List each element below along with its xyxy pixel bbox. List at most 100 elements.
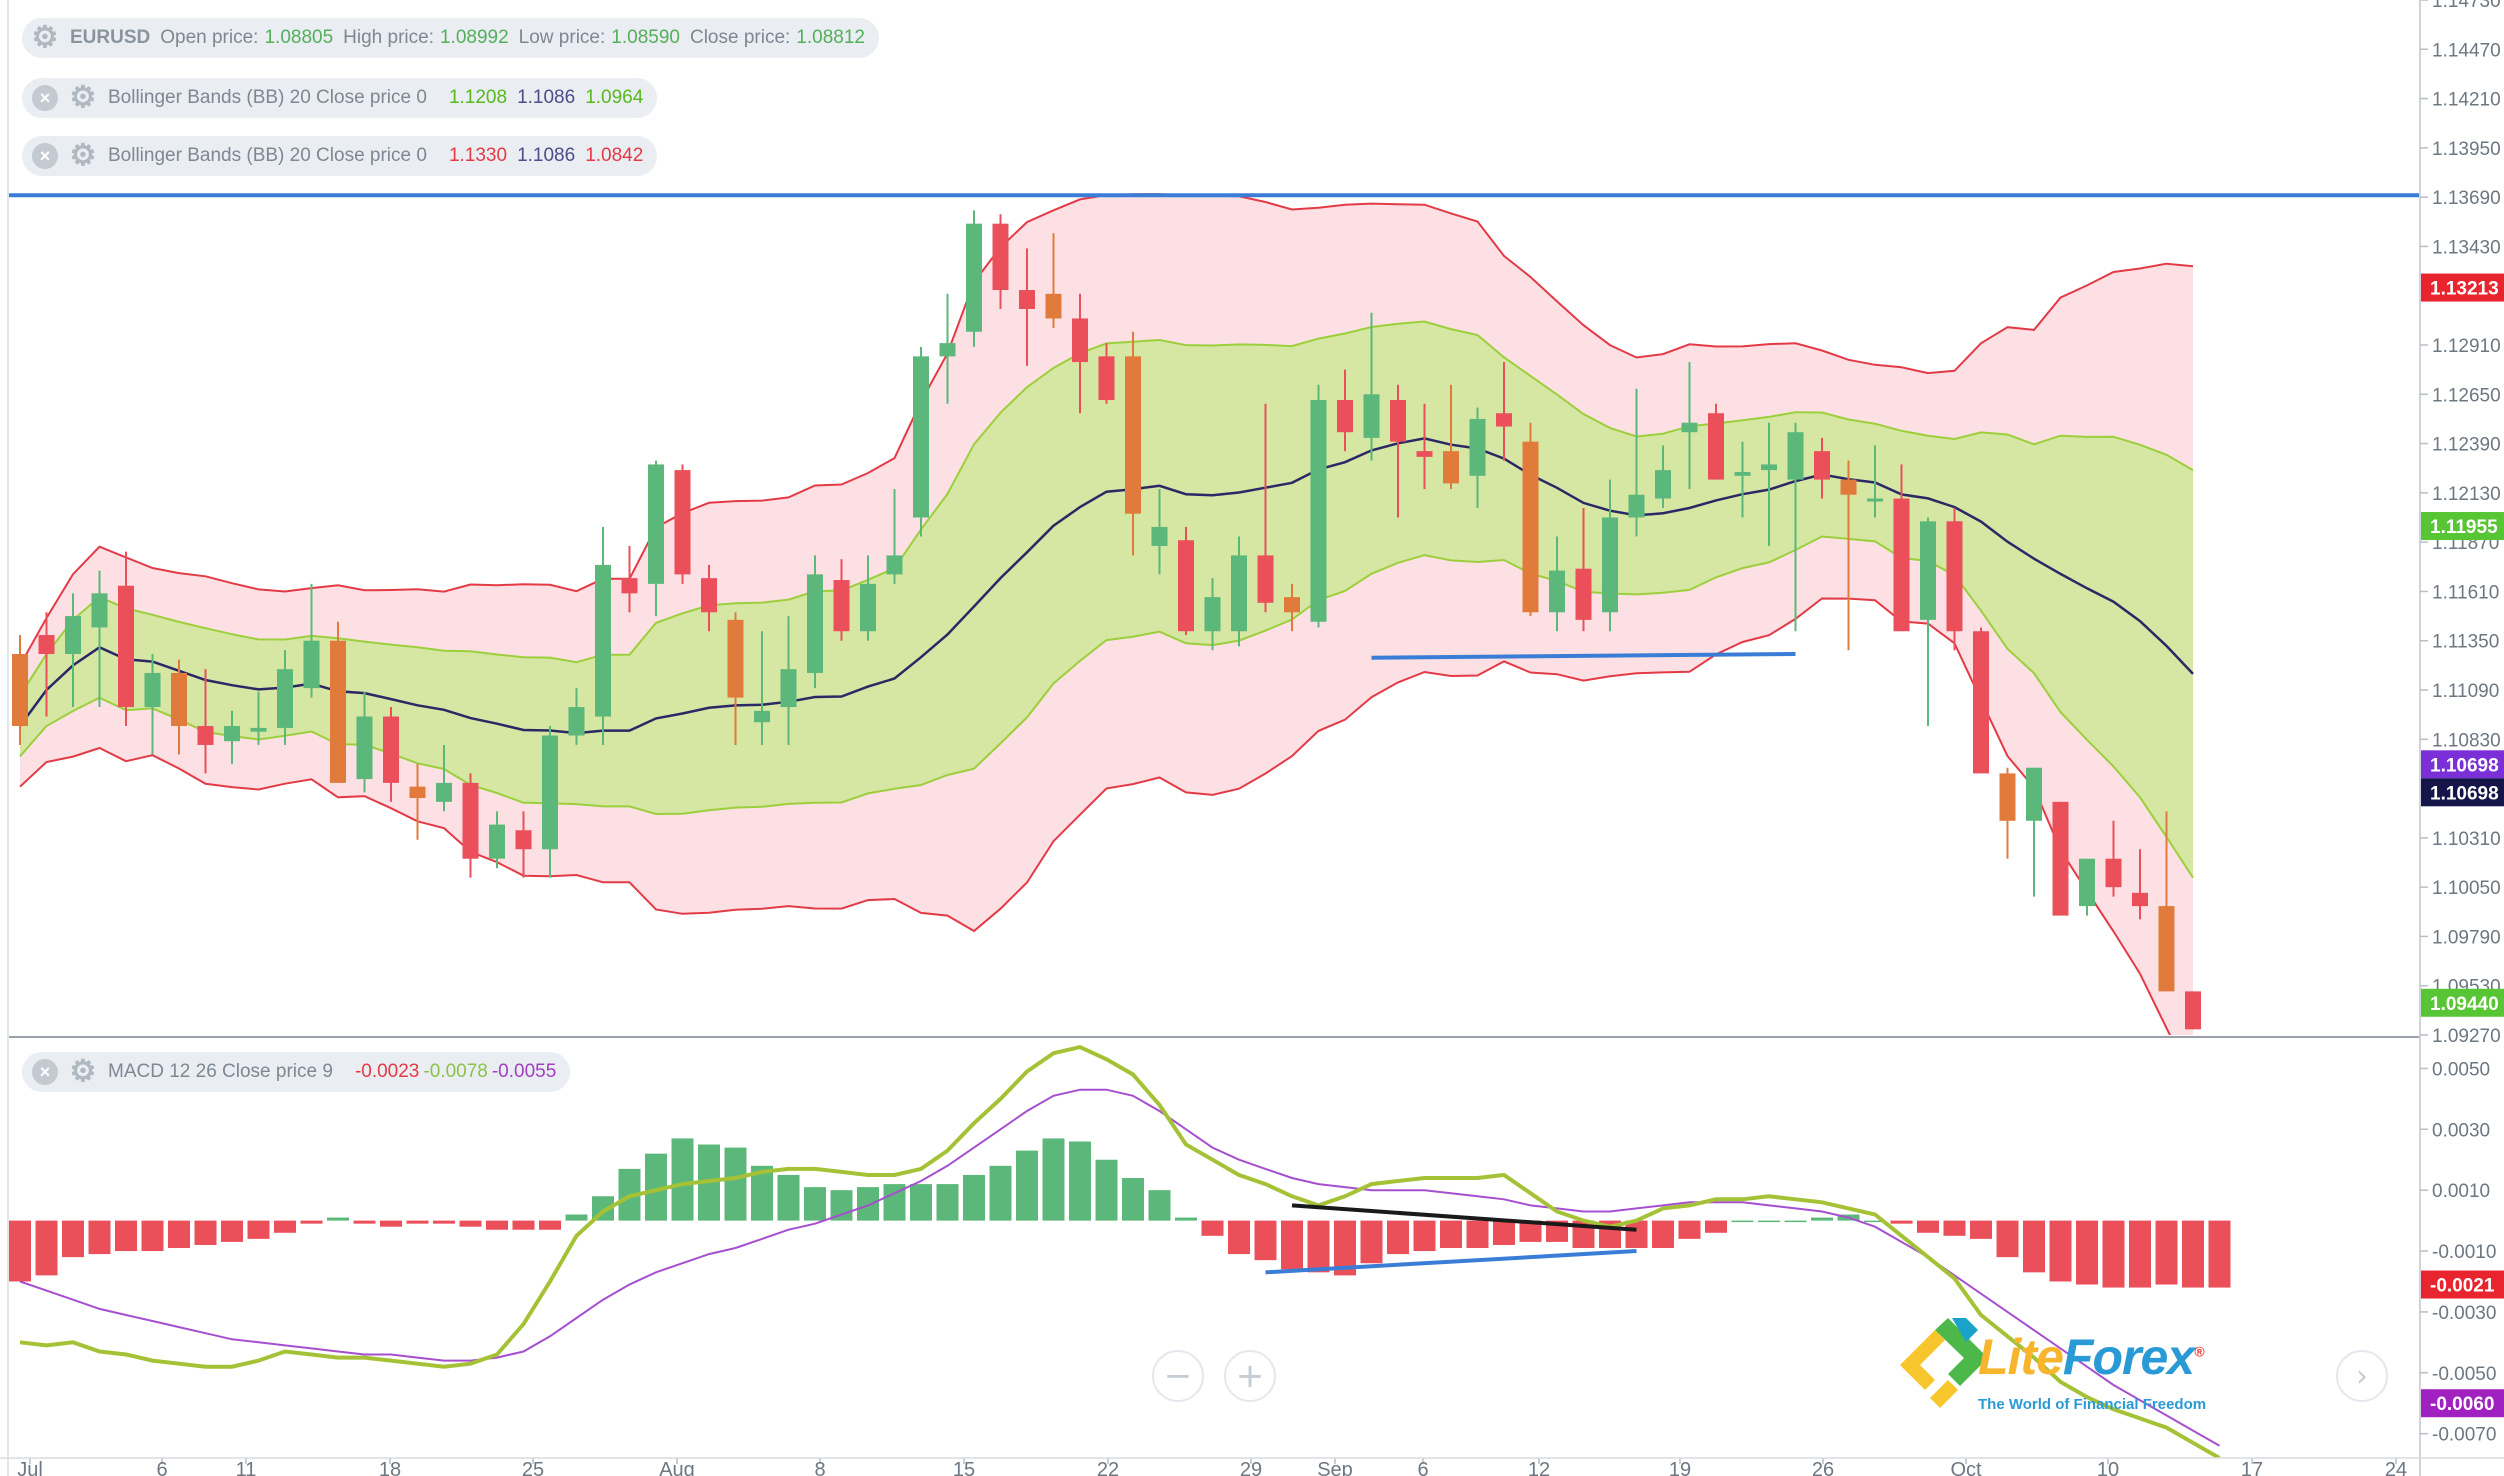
candle-body: [356, 716, 373, 780]
x-axis-label: 25: [522, 1459, 544, 1476]
macd-histogram-bar: [1440, 1220, 1462, 1248]
macd-legend: × ⚙ MACD 12 26 Close price 9 -0.0023 -0.…: [22, 1052, 571, 1092]
candle-body: [1681, 422, 1698, 433]
candle-body: [1019, 290, 1035, 309]
macd-histogram-bar: [1625, 1220, 1648, 1248]
candle-body: [1204, 597, 1221, 632]
candle-body: [1045, 293, 1062, 319]
high-label: High price:: [343, 27, 434, 48]
scroll-right-button[interactable]: ›: [2336, 1350, 2388, 1402]
x-axis-label: 10: [2097, 1459, 2119, 1476]
x-axis-label: 22: [1097, 1459, 1119, 1476]
macd-histogram-bar: [327, 1217, 349, 1221]
macd-histogram-bar: [565, 1214, 588, 1221]
candle-body: [65, 616, 81, 654]
macd-histogram-bar: [1731, 1220, 1754, 1223]
candle-body: [38, 635, 55, 654]
zoom-out-button[interactable]: −: [1152, 1350, 1204, 1402]
bb-legend-outer: × ⚙ Bollinger Bands (BB) 20 Close price …: [22, 136, 658, 176]
candle-body: [277, 669, 293, 728]
open-label: Open price:: [160, 27, 259, 48]
macd-histogram-bar: [221, 1220, 243, 1242]
x-axis-label: 8: [814, 1459, 825, 1476]
gear-icon[interactable]: ⚙: [69, 81, 97, 114]
close-icon[interactable]: ×: [32, 143, 58, 169]
macd-histogram-bar: [1705, 1220, 1727, 1233]
macd-histogram-bar: [406, 1220, 429, 1224]
macd-histogram-bar: [35, 1220, 58, 1276]
bb-outer-label: Bollinger Bands (BB) 20 Close price 0: [108, 145, 427, 166]
candle-body: [1946, 521, 1963, 632]
candle-body: [1549, 570, 1565, 613]
y-axis-label: 1.10310: [2432, 829, 2501, 850]
candle-body: [568, 707, 585, 736]
y-axis-label: 1.10050: [2432, 878, 2501, 899]
macd-histogram-bar: [1228, 1220, 1250, 1255]
macd-histogram-bar: [1201, 1220, 1224, 1236]
x-axis-label: 29: [1240, 1459, 1262, 1476]
y-axis-label: 1.11090: [2432, 681, 2499, 702]
x-axis-label: 6: [1417, 1459, 1428, 1476]
macd-histogram-bar: [1069, 1141, 1091, 1221]
macd-histogram-bar: [1307, 1220, 1330, 1273]
macd-y-axis-label: -0.0010: [2432, 1242, 2496, 1263]
close-value: 1.08812: [796, 27, 865, 48]
candle-body: [409, 786, 426, 799]
macd-histogram-bar: [300, 1220, 323, 1224]
macd-plot: [9, 1044, 2231, 1458]
macd-line: [19, 1044, 2221, 1458]
macd-histogram-bar: [1254, 1220, 1277, 1261]
candle-body: [966, 223, 982, 332]
macd-histogram-bar: [9, 1220, 31, 1282]
gear-icon[interactable]: ⚙: [69, 1055, 97, 1088]
macd-histogram-bar: [539, 1220, 561, 1230]
macd-histogram-bar: [88, 1220, 111, 1255]
gear-icon[interactable]: ⚙: [31, 21, 59, 54]
price-tag-bg: [2421, 988, 2504, 1017]
macd-histogram-bar: [1360, 1220, 1383, 1264]
macd-histogram-bar: [1281, 1220, 1303, 1270]
candle-body: [1867, 498, 1883, 502]
zoom-in-button[interactable]: +: [1224, 1350, 1276, 1402]
candle-body: [1151, 526, 1168, 546]
candle-body: [1761, 464, 1777, 471]
x-axis-label: 12: [1528, 1459, 1550, 1476]
macd-histogram-bar: [62, 1220, 84, 1258]
y-axis-label: 1.09790: [2432, 927, 2501, 948]
macd-histogram-bar: [883, 1184, 906, 1221]
low-value: 1.08590: [611, 27, 680, 48]
low-label: Low price:: [518, 27, 606, 48]
macd-histogram-bar: [1122, 1178, 1144, 1221]
close-icon[interactable]: ×: [32, 85, 58, 111]
macd-histogram-bar: [1175, 1217, 1197, 1221]
macd-histogram-bar: [1943, 1220, 1966, 1236]
price-tag-bg: [2421, 512, 2504, 541]
candle-body: [1575, 568, 1592, 620]
macd-histogram-bar: [168, 1220, 190, 1248]
x-axis-label: 18: [379, 1459, 401, 1476]
price-tag: 1.10698: [2430, 755, 2499, 776]
y-axis-label: 1.14210: [2432, 90, 2501, 111]
close-icon[interactable]: ×: [32, 1059, 58, 1085]
candle-body: [2079, 858, 2095, 907]
gear-icon[interactable]: ⚙: [69, 139, 97, 172]
candle-body: [91, 593, 108, 628]
candle-body: [1840, 479, 1857, 495]
x-axis-label: 26: [1812, 1459, 1834, 1476]
candle-body: [621, 578, 638, 594]
y-axis-label: 1.13430: [2432, 237, 2501, 258]
y-axis-label: 1.11350: [2432, 632, 2499, 653]
bb-inner-lower-line: [19, 535, 2194, 879]
candle-body: [1443, 451, 1459, 484]
logo-icon: [1900, 1318, 1988, 1408]
macd-histogram-bar: [1334, 1220, 1356, 1276]
macd-y-axis-label: -0.0030: [2432, 1303, 2496, 1324]
price-tag: 1.09440: [2430, 994, 2499, 1015]
candle-body: [1363, 394, 1380, 438]
chevron-right-icon: ›: [2356, 1358, 2368, 1394]
candle-body: [2026, 767, 2042, 821]
candle-body: [1125, 356, 1141, 514]
candle-body: [1310, 399, 1327, 622]
symbol-legend: ⚙ EURUSD Open price: 1.08805 High price:…: [22, 18, 879, 58]
